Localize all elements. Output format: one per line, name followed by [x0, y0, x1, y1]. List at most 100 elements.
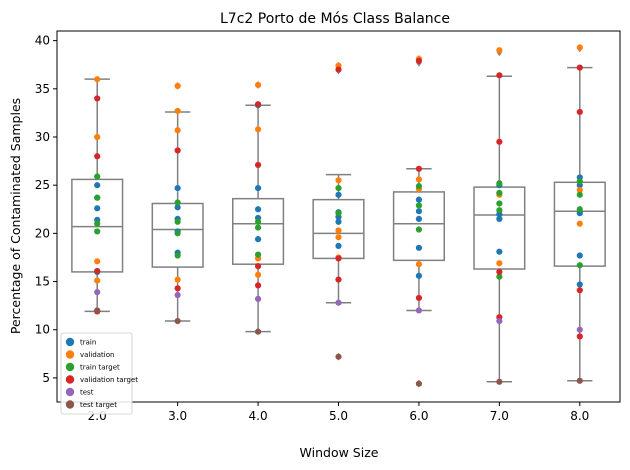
- data-point: [94, 205, 101, 212]
- data-point: [174, 317, 181, 325]
- x-tick-label: 7.0: [490, 409, 509, 423]
- data-point: [415, 272, 423, 279]
- data-point: [94, 267, 101, 275]
- data-point: [254, 224, 262, 231]
- data-point: [254, 271, 262, 278]
- data-point: [496, 72, 503, 79]
- legend-marker: [65, 350, 75, 359]
- data-point: [254, 206, 262, 213]
- y-axis: 5 10 15 20 25 30 35 40: [35, 34, 57, 385]
- x-tick-label: 4.0: [249, 409, 268, 423]
- data-point: [496, 189, 503, 196]
- data-point: [94, 277, 101, 284]
- data-point: [335, 184, 342, 192]
- legend-marker: [65, 362, 75, 372]
- data-point: [496, 248, 503, 255]
- data-point: [496, 207, 503, 214]
- data-point: [576, 287, 583, 294]
- legend-label: test: [80, 389, 94, 397]
- data-point: [496, 317, 503, 325]
- data-point: [254, 81, 262, 89]
- data-point: [496, 215, 503, 223]
- data-point: [254, 126, 262, 133]
- data-point: [94, 307, 101, 314]
- data-point: [94, 173, 101, 180]
- y-tick-label: 20: [35, 226, 50, 240]
- legend-marker: [65, 400, 75, 409]
- data-point: [94, 76, 101, 83]
- data-point: [496, 378, 503, 385]
- y-tick-label: 5: [42, 371, 50, 385]
- data-point: [576, 178, 583, 185]
- data-point: [496, 200, 503, 207]
- data-point: [335, 276, 342, 283]
- data-point: [254, 218, 262, 225]
- data-point: [576, 377, 583, 384]
- data-point: [415, 307, 423, 314]
- data-point: [415, 196, 423, 203]
- series-test: [94, 289, 583, 333]
- legend-marker: [65, 337, 75, 347]
- x-tick-label: 5.0: [329, 409, 348, 423]
- data-point: [174, 184, 181, 192]
- data-point: [174, 82, 181, 90]
- data-point: [174, 107, 181, 115]
- data-point: [254, 263, 262, 270]
- data-point: [254, 236, 262, 243]
- data-point: [496, 273, 503, 280]
- legend-label: test target: [80, 401, 117, 409]
- data-point: [576, 206, 583, 213]
- legend-label: validation target: [80, 376, 138, 384]
- data-point: [576, 186, 583, 194]
- x-axis-label: Window Size: [300, 445, 379, 460]
- data-point: [415, 57, 423, 64]
- data-point: [335, 218, 342, 225]
- data-point: [496, 260, 503, 267]
- data-point: [576, 281, 583, 288]
- data-point: [335, 242, 342, 249]
- data-point: [335, 299, 342, 306]
- data-point: [496, 138, 503, 145]
- data-point: [94, 194, 101, 201]
- data-point: [174, 285, 181, 292]
- data-point: [415, 244, 423, 251]
- data-point: [335, 191, 342, 198]
- data-point: [254, 328, 262, 335]
- y-tick-label: 10: [35, 323, 50, 337]
- chart-title: L7c2 Porto de Mós Class Balance: [220, 11, 450, 27]
- data-point: [174, 204, 181, 211]
- data-point: [576, 220, 583, 227]
- data-point: [576, 191, 583, 198]
- data-point: [415, 183, 423, 190]
- data-point: [94, 228, 101, 235]
- data-point: [576, 108, 583, 116]
- plot-area: [56, 30, 621, 403]
- legend-label: train target: [80, 364, 120, 372]
- data-point: [94, 95, 101, 102]
- data-point: [496, 268, 503, 276]
- series-train-target: [94, 173, 583, 280]
- data-point: [174, 218, 181, 225]
- data-point: [174, 230, 181, 237]
- y-tick-label: 15: [35, 275, 50, 289]
- data-point: [496, 47, 503, 54]
- y-tick-label: 40: [35, 34, 50, 48]
- data-point: [174, 199, 181, 206]
- data-point: [254, 184, 262, 192]
- data-point: [335, 66, 342, 73]
- data-point: [94, 182, 101, 189]
- data-point: [174, 291, 181, 299]
- data-point: [335, 177, 342, 184]
- legend: train validation train target validation ta…: [60, 332, 138, 415]
- data-point: [174, 127, 181, 134]
- data-point: [415, 202, 423, 209]
- data-point: [254, 295, 262, 302]
- data-point: [254, 101, 262, 108]
- data-point: [335, 227, 342, 234]
- data-point: [94, 258, 101, 265]
- data-point: [335, 255, 342, 262]
- data-point: [415, 226, 423, 233]
- legend-label: validation: [80, 351, 114, 359]
- legend-label: train: [80, 339, 96, 347]
